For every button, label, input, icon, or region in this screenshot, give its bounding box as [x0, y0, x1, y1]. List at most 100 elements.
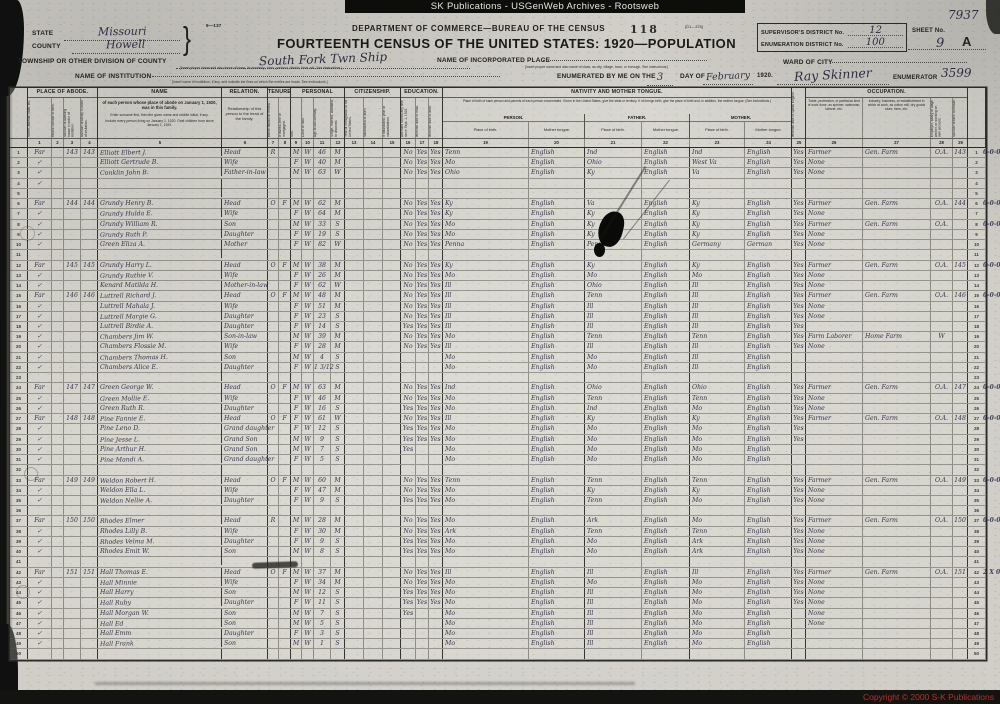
cell-t7: [268, 649, 279, 659]
cell-dw: [64, 495, 81, 506]
cell-fno: [953, 342, 968, 352]
line-number-right: 34: [968, 485, 986, 495]
cell-mt: English: [529, 321, 585, 332]
cell-rel: Son: [222, 547, 268, 557]
cell-c14: [364, 291, 383, 301]
township-label: TOWNSHIP OR OTHER DIVISION OF COUNTY: [18, 58, 167, 65]
cell-fmt: English: [642, 516, 690, 526]
cell-st: ✓: [28, 342, 52, 352]
cell-fa: 147: [81, 383, 98, 393]
line-number-left: 28: [10, 424, 28, 434]
cell-dw: [64, 281, 81, 291]
table-row: 19 ✓ Chambers Jim W. Son-in-law M W 39 M No Yes Ye…: [10, 331, 986, 343]
cell-sex: [291, 178, 302, 188]
cell-col: [302, 178, 314, 188]
cell-occ: [806, 639, 863, 649]
cell-c15: [383, 311, 401, 321]
cell-mmt: German: [745, 240, 792, 250]
cell-fpob: Ill: [585, 639, 642, 649]
cell-emp: [931, 250, 953, 260]
cell-dw: 149: [64, 475, 81, 485]
cell-mpob: Mo: [690, 629, 745, 639]
cell-mpob: Tenn: [690, 526, 745, 536]
cell-hn: [52, 444, 64, 455]
table-row: 15 Far 146 146 Luttrell Richard J. Head O F M W 48…: [10, 290, 1000, 302]
cell-sex: F: [291, 311, 302, 321]
cell-mar: W: [331, 414, 345, 424]
cell-name: Hall Morgan W.: [98, 608, 222, 618]
cell-t8: [279, 455, 291, 465]
cell-emp: [931, 618, 953, 629]
cell-c16: Yes: [401, 403, 416, 414]
cell-c18: Yes: [429, 577, 443, 588]
cell-c18: Yes: [429, 168, 443, 178]
cell-age: 1: [314, 639, 331, 649]
cell-mar: M: [331, 342, 345, 352]
cell-occ: None: [806, 311, 863, 321]
cell-eng: [792, 250, 806, 260]
cell-name: [98, 506, 222, 516]
cell-mar: [331, 506, 345, 516]
cell-dw: [64, 311, 81, 321]
cell-hn: [52, 250, 64, 260]
cell-t8: [279, 465, 291, 475]
cell-age: 5: [314, 455, 331, 465]
cell-fa: 151: [81, 567, 98, 577]
cell-c14: [364, 588, 383, 598]
cell-col: [302, 373, 314, 383]
cell-mpob: Mo: [690, 639, 745, 649]
cell-ind: Gen. Farm: [863, 291, 931, 301]
cell-mmt: English: [745, 577, 792, 588]
cell-mmt: [745, 178, 792, 188]
cell-pob: Mo: [443, 495, 529, 506]
cell-eng: [792, 362, 806, 373]
cell-sex: F: [291, 414, 302, 424]
cell-c13: [345, 199, 364, 209]
cell-c17: Yes: [416, 229, 429, 240]
cell-c14: [364, 209, 383, 219]
cell-c15: [383, 373, 401, 383]
cell-mt: English: [529, 455, 585, 465]
col-header-eng: Whether able to speak English.: [792, 88, 806, 138]
cell-c14: [364, 332, 383, 342]
cell-col: [302, 465, 314, 475]
cell-t7: [268, 168, 279, 178]
cell-t7: [268, 506, 279, 516]
enumerator-signature-field: Ray Skinner: [777, 65, 889, 85]
cell-fmt: English: [642, 567, 690, 577]
cell-occ: Farm Laborer: [806, 332, 863, 342]
cell-hn: [52, 455, 64, 465]
cell-ind: Gen. Farm: [863, 475, 931, 485]
cell-name: Hall Emm: [98, 629, 222, 639]
cell-c14: [364, 342, 383, 352]
cell-emp: [931, 362, 953, 373]
cell-mt: English: [529, 414, 585, 424]
cell-eng: Yes: [792, 536, 806, 547]
cell-c15: [383, 229, 401, 240]
cell-c17: Yes: [416, 281, 429, 291]
cell-fno: [953, 311, 968, 321]
brace-glyph: }: [183, 21, 192, 58]
col-header-text: Age at last birthday.: [314, 108, 317, 137]
group-nativity: NATIVITY AND MOTHER TONGUE. Place of birt…: [443, 88, 792, 147]
cell-fno: 148: [953, 414, 968, 424]
cell-c17: [416, 373, 429, 383]
cell-fno: [953, 158, 968, 168]
cell-eng: [792, 178, 806, 188]
cell-c15: [383, 465, 401, 475]
column-number: 17: [416, 139, 429, 147]
cell-rel: Son: [222, 219, 268, 229]
cell-hn: [52, 342, 64, 352]
cell-hn: [52, 639, 64, 649]
cell-c15: [383, 250, 401, 260]
column-number-band: 9 10 11 12: [291, 138, 344, 147]
cell-fno: [953, 444, 968, 455]
cell-mar: S: [331, 311, 345, 321]
col-header-c16: Attended school any time since Sept. 1, …: [401, 98, 416, 138]
cell-mpob: Ky: [690, 260, 745, 270]
cell-mmt: English: [745, 148, 792, 158]
cell-ind: [863, 557, 931, 567]
cell-mpob: Ky: [690, 209, 745, 219]
cell-col: W: [302, 414, 314, 424]
